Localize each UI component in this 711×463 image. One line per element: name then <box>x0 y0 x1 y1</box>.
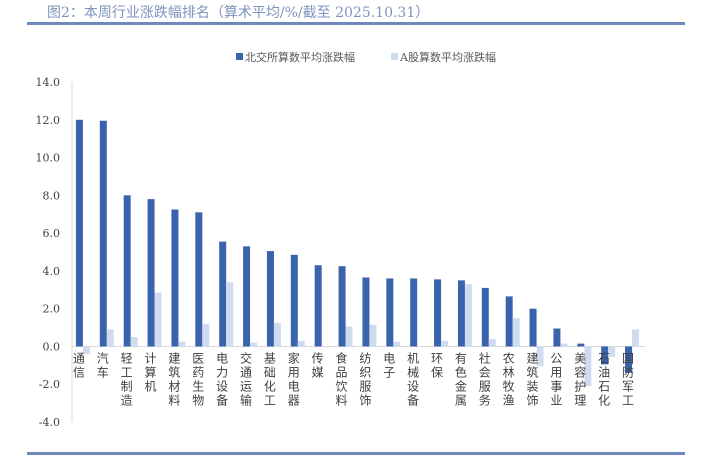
x-tick-label: 建筑材料 <box>168 351 180 407</box>
bar-bse <box>266 251 274 347</box>
x-tick-label: 电力设备 <box>216 351 228 407</box>
y-tick-label: -2.0 <box>39 378 60 391</box>
legend-label: 北交所算数平均涨跌幅 <box>245 50 355 64</box>
bar-bse <box>553 328 561 347</box>
bar-bse <box>434 279 442 347</box>
bar-ashare <box>297 340 305 347</box>
bar-ashare <box>441 340 449 347</box>
x-tick-label: 建筑装饰 <box>527 351 539 407</box>
bar-ashare <box>226 282 234 347</box>
bar-ashare <box>130 337 138 347</box>
x-tick-label: 国防军工 <box>622 351 634 407</box>
y-tick-label: 14.0 <box>36 76 61 89</box>
x-tick-label: 机械设备 <box>407 351 419 407</box>
bar-bse <box>75 119 83 347</box>
x-tick-label: 汽车 <box>97 350 109 379</box>
x-tick-label: 社会服务 <box>479 350 491 407</box>
bar-ashare <box>154 292 162 347</box>
bar-bse <box>505 296 513 347</box>
x-tick-label: 传媒 <box>312 350 324 379</box>
bar-ashare <box>512 318 520 347</box>
x-tick-label: 通信 <box>73 351 85 379</box>
x-tick-label: 环保 <box>431 351 443 379</box>
x-tick-label: 农林牧渔 <box>503 351 515 407</box>
y-tick-label: 8.0 <box>43 189 61 202</box>
bar-bse <box>219 241 227 347</box>
chart-title: 图2：本周行业涨跌幅排名（算术平均/%/截至 2025.10.31） <box>47 5 430 21</box>
footer-rule <box>27 452 685 455</box>
bar-ashare <box>250 342 258 347</box>
y-tick-label: 10.0 <box>36 152 61 165</box>
bar-ashare <box>584 346 592 387</box>
bar-ashare <box>345 326 353 347</box>
bar-ashare <box>369 324 377 347</box>
bar-ashare <box>608 346 616 357</box>
bar-ashare <box>202 323 210 347</box>
bar-bse <box>338 266 346 347</box>
bar-ashare <box>488 338 496 347</box>
x-tick-label: 有色金属 <box>455 351 467 407</box>
x-tick-label: 电子 <box>383 351 395 379</box>
x-tick-label: 交通运输 <box>240 350 252 407</box>
bar-ashare <box>632 329 640 347</box>
bar-bse <box>99 120 107 347</box>
bar-bse <box>601 346 609 365</box>
bar-bse <box>410 278 418 347</box>
legend-label: A股算数平均涨跌幅 <box>399 50 496 64</box>
x-tick-label: 石油石化 <box>598 351 610 407</box>
y-tick-label: -4.0 <box>39 416 60 429</box>
x-tick-label: 家用电器 <box>288 350 300 407</box>
y-tick-label: 4.0 <box>43 265 61 278</box>
bar-bse <box>386 278 394 347</box>
bar-ashare <box>273 322 281 347</box>
x-tick-label: 纺织服饰 <box>359 351 371 407</box>
bar-ashare <box>178 341 186 347</box>
bar-bse <box>529 308 537 347</box>
bar-bse <box>314 265 322 347</box>
legend-swatch <box>391 53 398 60</box>
x-tick-label: 食品饮料 <box>336 350 348 407</box>
x-tick-label: 基础化工 <box>264 351 276 407</box>
x-tick-label: 计算机 <box>145 351 157 393</box>
y-tick-label: 2.0 <box>43 303 61 316</box>
x-tick-label: 轻工制造 <box>121 351 133 407</box>
title-rule <box>27 22 685 25</box>
bar-ashare <box>82 346 90 354</box>
x-tick-label: 公用事业 <box>550 351 562 407</box>
bar-bse <box>195 212 203 347</box>
bar-bse <box>290 254 298 347</box>
bar-bse <box>123 195 131 347</box>
bar-ashare <box>536 346 544 367</box>
x-tick-label: 医药生物 <box>192 351 204 407</box>
y-tick-label: 6.0 <box>43 227 61 240</box>
x-tick-label: 美容护理 <box>574 351 586 407</box>
bar-bse <box>457 280 465 347</box>
bar-bse <box>481 287 489 347</box>
bar-bse <box>362 277 370 347</box>
bar-ashare <box>464 284 472 347</box>
bar-ashare <box>106 329 114 347</box>
y-tick-label: 0.0 <box>43 340 61 353</box>
bar-ashare <box>560 343 568 347</box>
bar-bse <box>243 246 251 347</box>
bar-bse <box>577 343 585 347</box>
bar-bse <box>147 199 155 347</box>
bar-ashare <box>393 341 401 347</box>
bar-bse <box>625 346 633 373</box>
y-tick-label: 12.0 <box>36 114 61 127</box>
bar-bse <box>171 209 179 347</box>
legend-swatch <box>236 53 243 60</box>
